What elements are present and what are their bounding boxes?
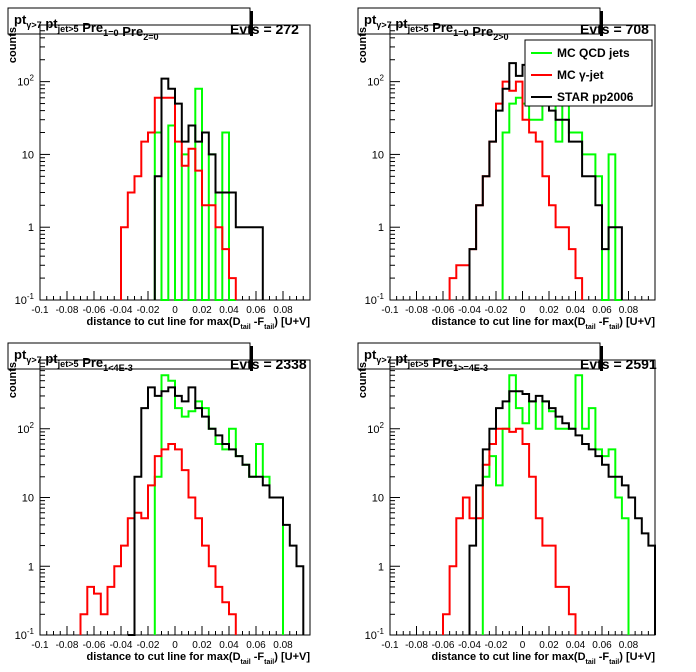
series-black-histogram xyxy=(127,386,305,636)
y-tick-label: 10 xyxy=(372,493,384,505)
x-tick-label: 0.02 xyxy=(192,305,212,316)
x-tick-label: 0.08 xyxy=(619,640,639,651)
x-tick-label: -0.02 xyxy=(485,305,508,316)
title-box-shadow xyxy=(250,11,253,36)
y-tick-label: 10-1 xyxy=(15,292,35,307)
x-tick-label: 0.04 xyxy=(566,305,586,316)
y-tick-label: 102 xyxy=(367,74,384,89)
x-tick-label: -0.1 xyxy=(31,640,49,651)
y-tick-label: 1 xyxy=(28,222,34,234)
panel-title: ptγ>7 ptjet>5 Pre1>=4E-3 xyxy=(364,347,488,373)
x-tick-label: -0.1 xyxy=(31,305,49,316)
x-tick-label: -0.04 xyxy=(458,640,481,651)
x-tick-label: 0.08 xyxy=(273,640,293,651)
y-tick-label: 102 xyxy=(367,421,384,436)
x-tick-label: -0.06 xyxy=(432,305,455,316)
x-tick-label: 0 xyxy=(172,305,178,316)
series-red-histogram xyxy=(120,96,237,300)
x-tick-label: 0.06 xyxy=(592,305,612,316)
event-count: Evts = 2591 xyxy=(580,356,657,372)
y-tick-label: 102 xyxy=(17,74,34,89)
y-tick-label: 10 xyxy=(372,149,384,161)
x-tick-label: -0.08 xyxy=(405,305,428,316)
x-tick-label: 0 xyxy=(520,305,526,316)
x-tick-label: -0.08 xyxy=(405,640,428,651)
y-tick-label: 10-1 xyxy=(15,627,35,642)
y-tick-label: 10-1 xyxy=(365,292,385,307)
x-tick-label: -0.04 xyxy=(110,640,133,651)
legend-entry: MC γ-jet xyxy=(557,68,604,82)
series-red-histogram xyxy=(442,427,577,635)
y-tick-label: 1 xyxy=(378,561,384,573)
histogram-panel-4: ptγ>7 ptjet>5 Pre1>=4E-3 Evts = 2591 10-1 1… xyxy=(357,342,657,666)
legend-entry: STAR pp2006 xyxy=(557,90,634,104)
series-black-histogram xyxy=(153,77,264,300)
y-axis-label: counts xyxy=(357,362,369,398)
x-axis-label: distance to cut line for max(Dtail -Ftai… xyxy=(432,651,656,666)
panel-title: ptγ>7 ptjet>5 Pre1=0 Pre2>0 xyxy=(364,12,509,42)
y-axis-label: counts xyxy=(7,27,19,63)
legend-box xyxy=(524,39,653,107)
panel-title: ptγ>7 ptjet>5 Pre1=0 Pre2=0 xyxy=(14,12,159,42)
x-axis-label: distance to cut line for max(Dtail -Ftai… xyxy=(432,316,656,331)
x-tick-label: -0.06 xyxy=(432,640,455,651)
title-box xyxy=(7,342,251,370)
x-tick-label: -0.1 xyxy=(381,305,399,316)
series-green-histogram xyxy=(153,87,236,301)
histogram-panel-1: ptγ>7 ptjet>5 Pre1=0 Pre2=0 Evts = 27210-… xyxy=(7,7,311,331)
x-tick-label: -0.04 xyxy=(110,305,133,316)
histogram-panel-2: ptγ>7 ptjet>5 Pre1=0 Pre2>0 Evts = 70810-… xyxy=(357,7,656,331)
x-tick-label: -0.02 xyxy=(137,640,160,651)
x-tick-label: 0.06 xyxy=(246,305,266,316)
y-tick-label: 102 xyxy=(17,421,34,436)
x-tick-label: -0.04 xyxy=(458,305,481,316)
x-tick-label: 0.08 xyxy=(273,305,293,316)
x-tick-label: 0 xyxy=(172,640,178,651)
x-tick-label: -0.06 xyxy=(83,305,106,316)
x-tick-label: 0 xyxy=(520,640,526,651)
title-box xyxy=(357,7,601,35)
x-tick-label: 0.06 xyxy=(592,640,612,651)
x-axis-label: distance to cut line for max(Dtail -Ftai… xyxy=(87,316,311,331)
y-tick-label: 10 xyxy=(22,149,34,161)
x-tick-label: 0.02 xyxy=(192,640,212,651)
series-red-histogram xyxy=(79,443,237,635)
title-box-shadow xyxy=(250,346,253,371)
series-black-histogram xyxy=(468,390,656,635)
series-green-histogram xyxy=(501,96,622,301)
legend: MC QCD jets MC γ-jet STAR pp2006 xyxy=(524,39,653,107)
event-count: Evts = 2338 xyxy=(230,356,307,372)
x-tick-label: 0.08 xyxy=(619,305,639,316)
title-box-shadow xyxy=(600,346,603,371)
x-tick-label: -0.02 xyxy=(137,305,160,316)
x-axis-label: distance to cut line for max(Dtail -Ftai… xyxy=(87,651,311,666)
y-tick-label: 1 xyxy=(28,561,34,573)
panel-title: ptγ>7 ptjet>5 Pre1<4E-3 xyxy=(14,347,133,373)
y-tick-label: 1 xyxy=(378,222,384,234)
event-count: Evts = 272 xyxy=(230,21,299,37)
x-tick-label: -0.1 xyxy=(381,640,399,651)
x-tick-label: 0.06 xyxy=(246,640,266,651)
x-tick-label: -0.08 xyxy=(56,640,79,651)
y-tick-label: 10 xyxy=(22,493,34,505)
event-count: Evts = 708 xyxy=(580,21,649,37)
x-tick-label: -0.06 xyxy=(83,640,106,651)
title-box xyxy=(7,7,251,35)
x-tick-label: 0.02 xyxy=(539,305,559,316)
x-tick-label: 0.04 xyxy=(219,305,239,316)
x-tick-label: -0.08 xyxy=(56,305,79,316)
legend-entry: MC QCD jets xyxy=(557,46,630,60)
y-tick-label: 10-1 xyxy=(365,627,385,642)
y-axis-label: counts xyxy=(357,27,369,63)
histogram-panel-3: ptγ>7 ptjet>5 Pre1<4E-3 Evts = 2338 10-1 1 1… xyxy=(7,342,311,666)
x-tick-label: -0.02 xyxy=(485,640,508,651)
x-tick-label: 0.02 xyxy=(539,640,559,651)
title-box xyxy=(357,342,601,370)
series-green-histogram xyxy=(153,374,284,635)
y-axis-label: counts xyxy=(7,362,19,398)
x-tick-label: 0.04 xyxy=(566,640,586,651)
x-tick-label: 0.04 xyxy=(219,640,239,651)
title-box-shadow xyxy=(600,11,603,36)
